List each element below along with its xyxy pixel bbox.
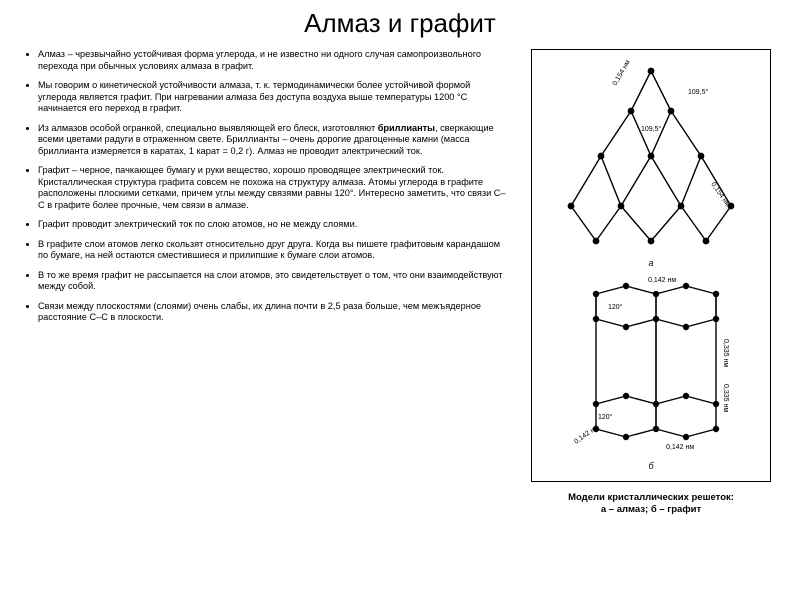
bullet-item: Связи между плоскостями (слоями) очень с… <box>38 301 510 324</box>
svg-text:0,154 нм: 0,154 нм <box>612 59 632 87</box>
graphite-sublabel: б <box>536 461 766 471</box>
svg-text:109,5°: 109,5° <box>641 125 662 133</box>
svg-text:0,142 нм: 0,142 нм <box>666 444 694 451</box>
svg-text:120°: 120° <box>598 413 613 421</box>
bullet-list: Алмаз – чрезвычайно устойчивая форма угл… <box>20 49 510 324</box>
diamond-sublabel: а <box>536 258 766 268</box>
svg-text:120°: 120° <box>608 303 623 311</box>
page-title: Алмаз и графит <box>20 8 780 39</box>
bullet-item: Алмаз – чрезвычайно устойчивая форма угл… <box>38 49 510 72</box>
svg-text:0,142 нм: 0,142 нм <box>648 277 676 284</box>
bullet-item: Графит проводит электрический ток по сло… <box>38 219 510 231</box>
bullet-item: В то же время графит не рассыпается на с… <box>38 270 510 293</box>
text-column: Алмаз – чрезвычайно устойчивая форма угл… <box>20 49 510 517</box>
bullet-item: Мы говорим о кинетической устойчивости а… <box>38 80 510 115</box>
caption-line-1: Модели кристаллических решеток: <box>568 492 734 504</box>
svg-text:0,335 нм: 0,335 нм <box>722 384 729 412</box>
svg-text:0,154 нм: 0,154 нм <box>709 181 731 208</box>
bullet-item: В графите слои атомов легко скользят отн… <box>38 239 510 262</box>
svg-text:0,142 нм: 0,142 нм <box>573 424 600 446</box>
bullet-item: Из алмазов особой огранкой, специально в… <box>38 123 510 158</box>
figure-box: 0,154 нм 109,5° 109,5° 0,154 нм а 0,142 нм 1… <box>531 49 771 482</box>
svg-text:0,335 нм: 0,335 нм <box>722 339 729 367</box>
figure-column: 0,154 нм 109,5° 109,5° 0,154 нм а 0,142 нм 1… <box>522 49 780 517</box>
bullet-item: Графит – черное, пачкающее бумагу и руки… <box>38 165 510 211</box>
caption-line-2: а – алмаз; б – графит <box>568 504 734 516</box>
graphite-lattice-diagram: 0,142 нм 120° 0,335 нм 0,335 нм 120° 0,142 нм… <box>536 274 766 459</box>
figure-caption: Модели кристаллических решеток: а – алма… <box>568 492 734 517</box>
diamond-lattice-diagram: 0,154 нм 109,5° 109,5° 0,154 нм <box>536 56 766 256</box>
content-row: Алмаз – чрезвычайно устойчивая форма угл… <box>20 49 780 517</box>
svg-text:109,5°: 109,5° <box>688 88 709 96</box>
